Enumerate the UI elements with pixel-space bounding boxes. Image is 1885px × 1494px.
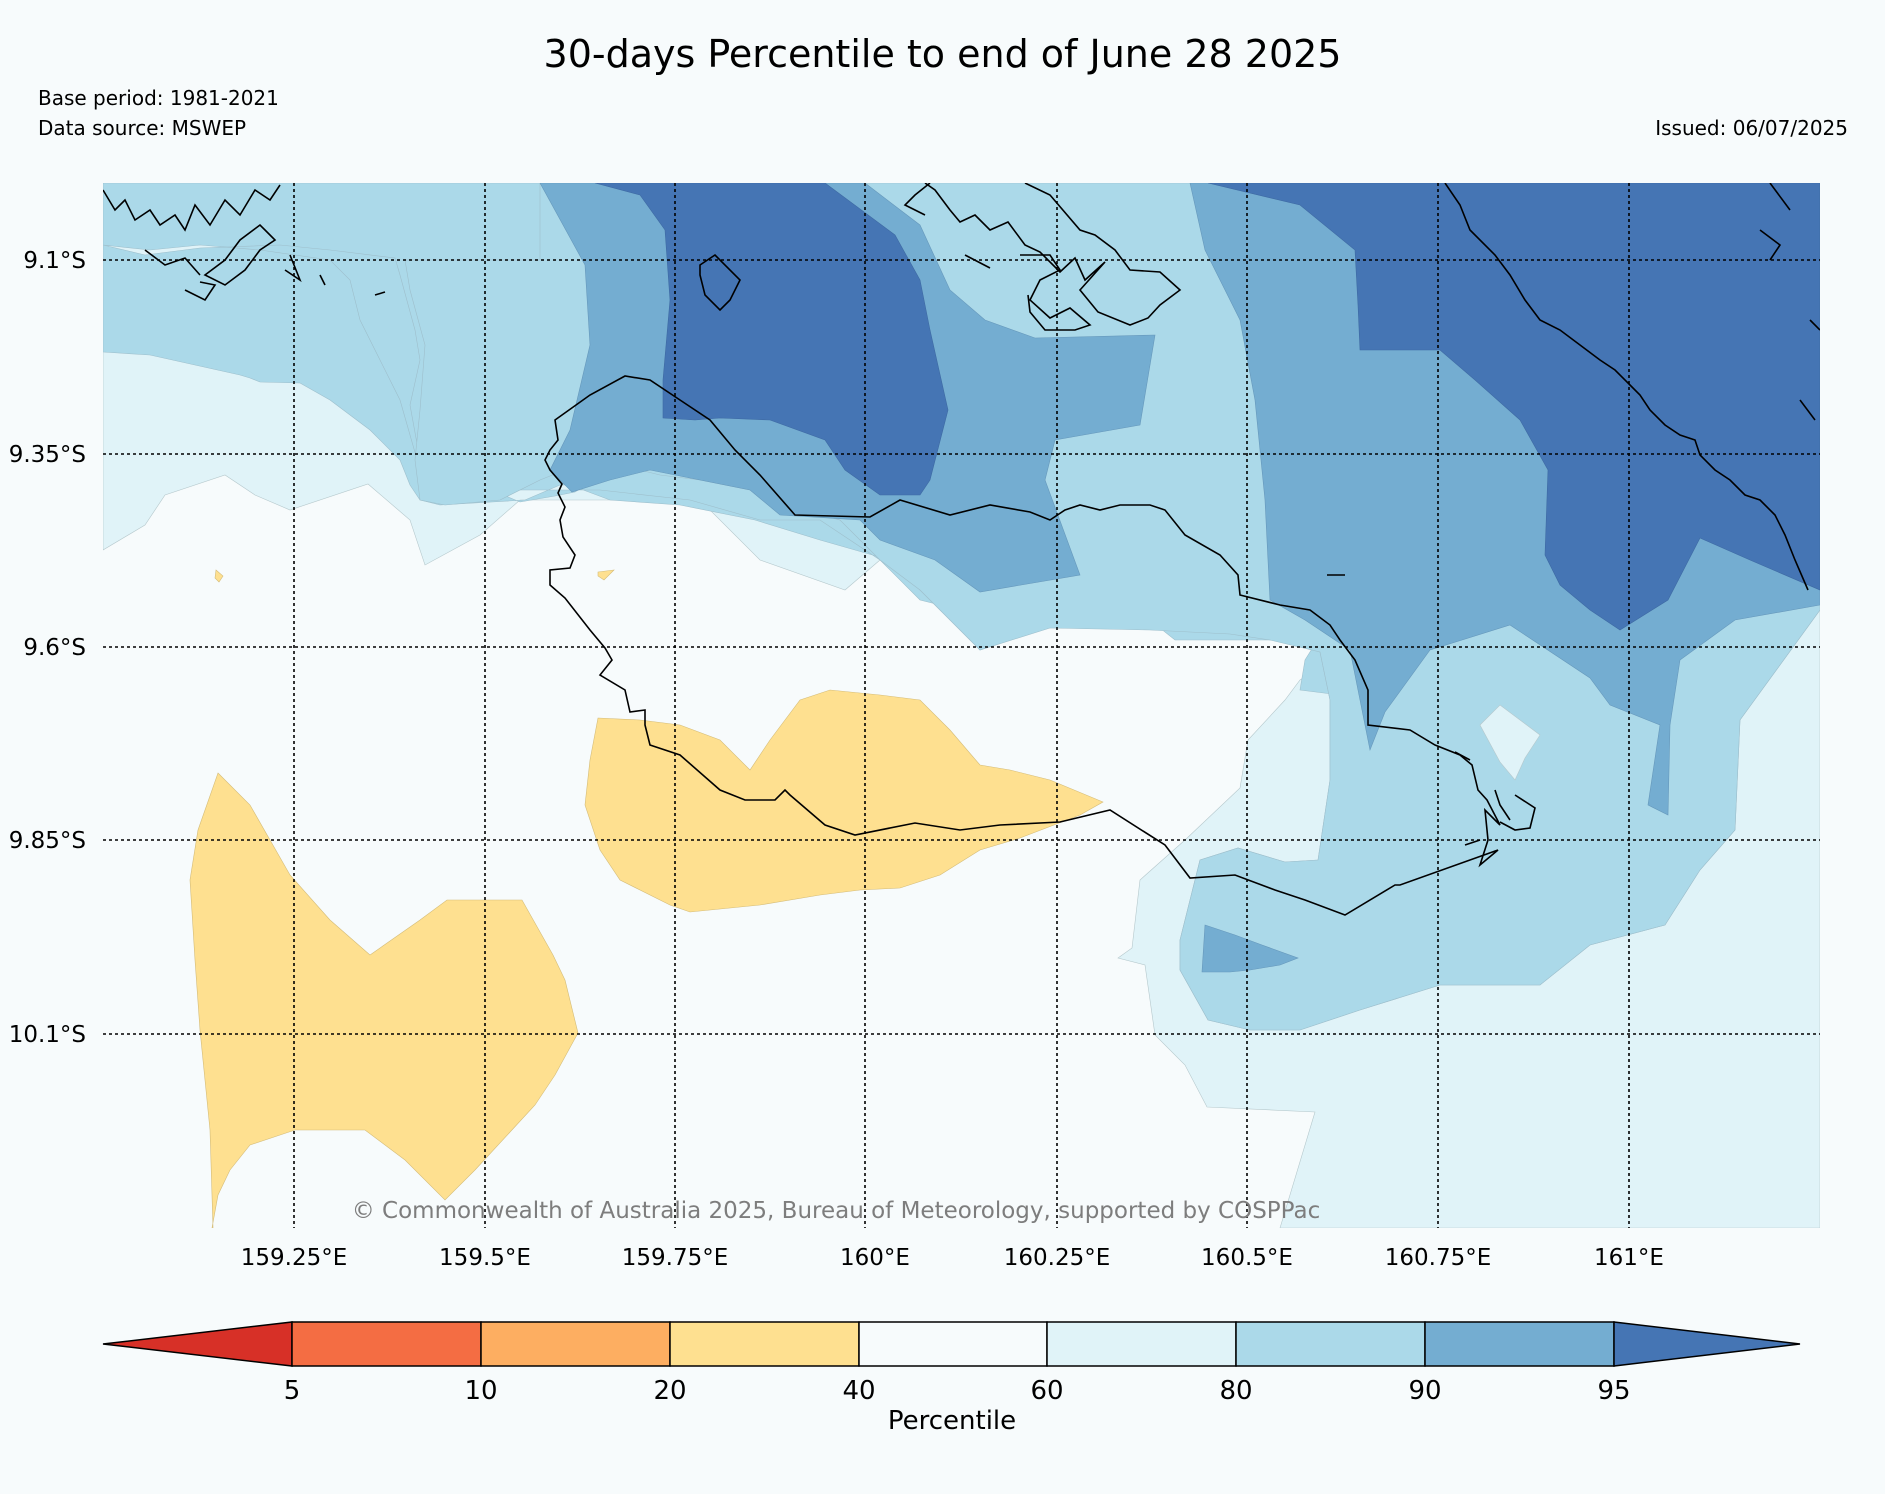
lon-label: 159.25°E	[241, 1245, 348, 1271]
map-plot-area: © Commonwealth of Australia 2025, Bureau…	[103, 183, 1820, 1228]
colorbar-tick-label: 95	[1597, 1376, 1630, 1406]
colorbar-title: Percentile	[888, 1406, 1016, 1436]
copyright-notice: © Commonwealth of Australia 2025, Bureau…	[352, 1198, 1321, 1224]
colorbar-bin-60-80	[1046, 1321, 1237, 1367]
colorbar-tick-label: 60	[1030, 1376, 1063, 1406]
colorbar-bin-40-60	[858, 1321, 1048, 1367]
zone-90-95-south-patch	[1201, 924, 1299, 973]
colorbar-bin-20-40	[669, 1321, 860, 1367]
colorbar-tick-label: 80	[1219, 1376, 1252, 1406]
zone-above-95-north	[594, 183, 949, 496]
lat-label: 10.1°S	[9, 1022, 86, 1048]
issued-date-text: Issued: 06/07/2025	[1655, 116, 1848, 140]
colorbar-tick-label: 10	[464, 1376, 497, 1406]
colorbar-legend: 5 10 20 40 60 80 90 95 Percentile	[102, 1321, 1801, 1436]
lat-label: 9.85°S	[9, 828, 86, 854]
colorbar-extend-low	[102, 1321, 293, 1367]
colorbar-extend-high	[1613, 1321, 1801, 1367]
lat-label: 9.6°S	[23, 635, 86, 661]
latitude-labels: 9.1°S 9.35°S 9.6°S 9.85°S 10.1°S	[9, 248, 86, 1048]
zone-20-40-center	[584, 689, 1104, 913]
zone-above-95-east	[1207, 183, 1820, 631]
graticule	[103, 183, 1820, 1228]
longitude-labels: 159.25°E 159.5°E 159.75°E 160°E 160.25°E…	[241, 1245, 1664, 1271]
colorbar-bin-5-10	[291, 1321, 482, 1367]
coastline	[103, 183, 1820, 916]
lat-label: 9.1°S	[23, 248, 86, 274]
zone-60-80-pocket	[1479, 704, 1541, 781]
lon-label: 159.75°E	[622, 1245, 729, 1271]
lon-label: 160.25°E	[1004, 1245, 1111, 1271]
base-period-text: Base period: 1981-2021	[38, 86, 279, 110]
lat-label: 9.35°S	[9, 442, 86, 468]
lon-label: 159.5°E	[439, 1245, 531, 1271]
colorbar-tick-label: 90	[1408, 1376, 1441, 1406]
map-title: 30-days Percentile to end of June 28 202…	[543, 32, 1342, 76]
colorbar-tick-label: 5	[284, 1376, 301, 1406]
data-source-text: Data source: MSWEP	[38, 116, 247, 140]
lon-label: 160°E	[840, 1245, 910, 1271]
zone-20-40-small-b	[597, 569, 615, 581]
colorbar-bin-10-20	[480, 1321, 671, 1367]
colorbar-bin-90-95	[1424, 1321, 1615, 1367]
colorbar-bin-80-90	[1235, 1321, 1426, 1367]
lon-label: 160.5°E	[1201, 1245, 1293, 1271]
colorbar-tick-label: 20	[653, 1376, 686, 1406]
zone-20-40-small-a	[214, 569, 224, 583]
zone-20-40-southwest	[189, 772, 579, 1228]
lon-label: 161°E	[1594, 1245, 1664, 1271]
lon-label: 160.75°E	[1385, 1245, 1492, 1271]
colorbar-tick-label: 40	[842, 1376, 875, 1406]
